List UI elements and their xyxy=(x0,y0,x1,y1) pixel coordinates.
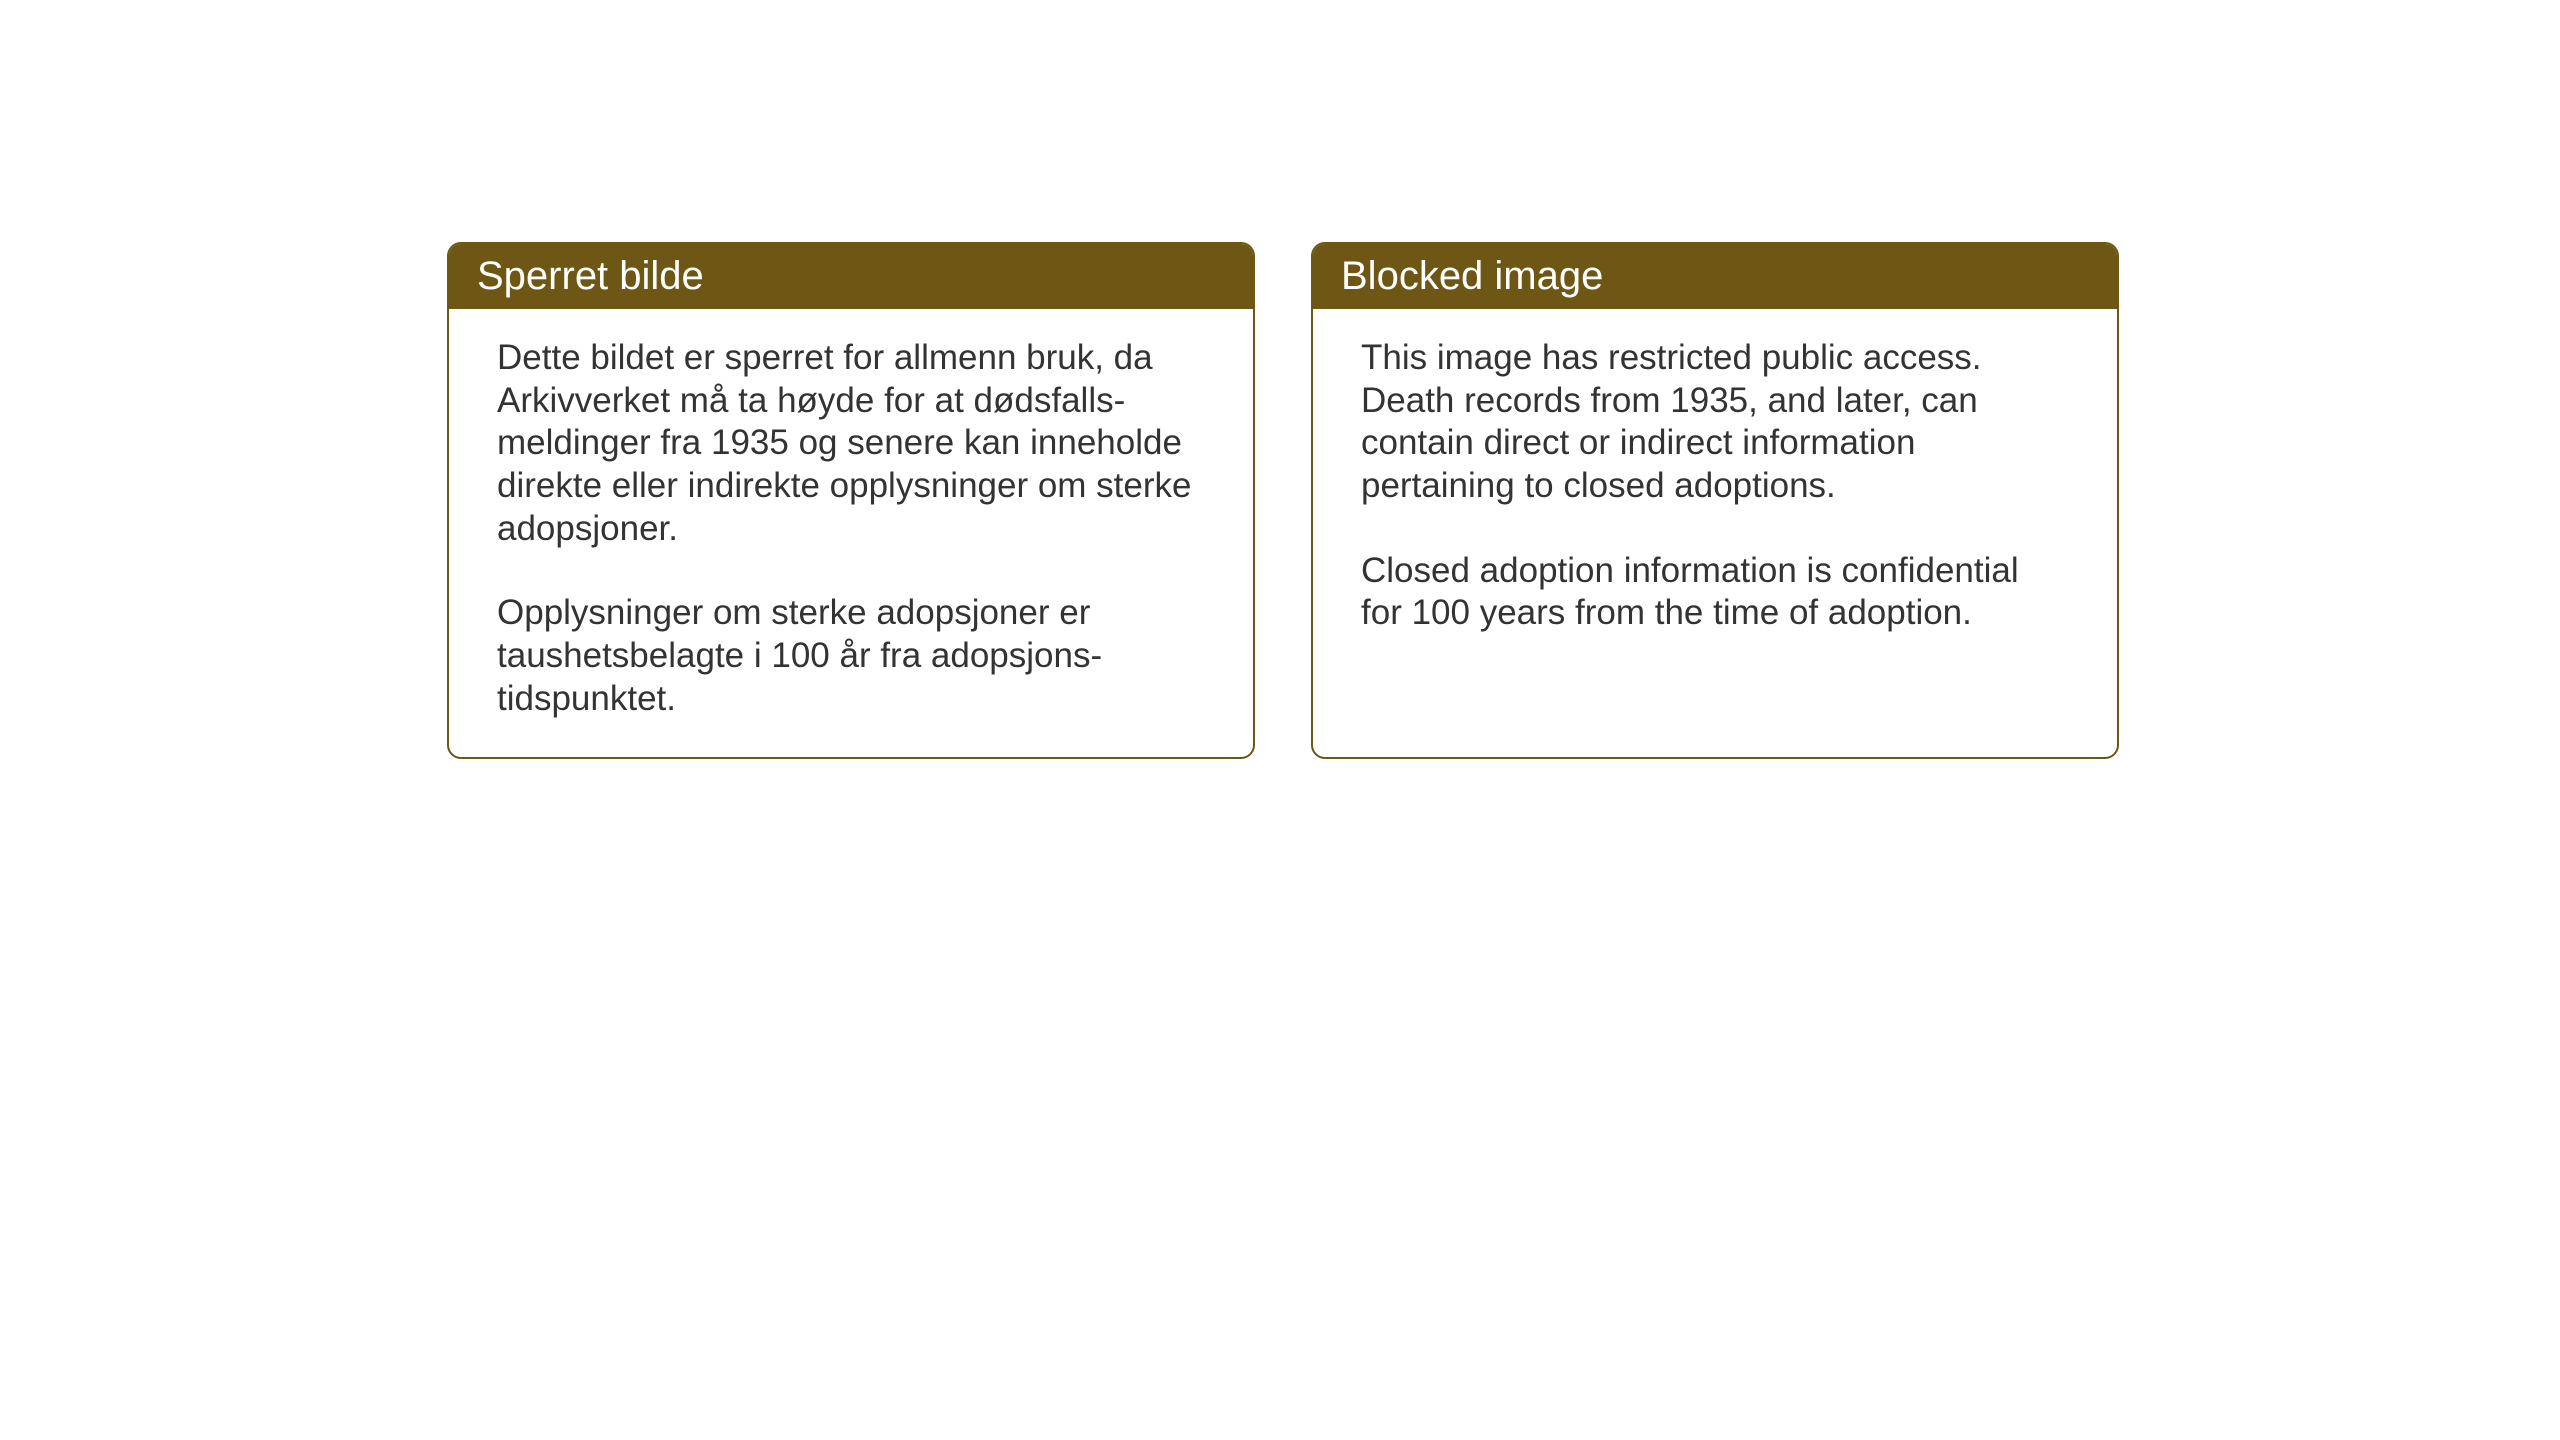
card-body-norwegian: Dette bildet er sperret for allmenn bruk… xyxy=(449,309,1253,757)
card-paragraph2-norwegian: Opplysninger om sterke adopsjoner er tau… xyxy=(497,592,1205,720)
card-title-english: Blocked image xyxy=(1341,254,1603,298)
card-title-norwegian: Sperret bilde xyxy=(477,254,704,298)
card-english: Blocked image This image has restricted … xyxy=(1311,242,2119,759)
card-paragraph2-english: Closed adoption information is confident… xyxy=(1361,550,2069,635)
card-paragraph1-english: This image has restricted public access.… xyxy=(1361,337,2069,508)
card-norwegian: Sperret bilde Dette bildet er sperret fo… xyxy=(447,242,1255,759)
card-paragraph1-norwegian: Dette bildet er sperret for allmenn bruk… xyxy=(497,337,1205,550)
card-body-english: This image has restricted public access.… xyxy=(1313,309,2117,671)
card-header-norwegian: Sperret bilde xyxy=(449,244,1253,309)
cards-container: Sperret bilde Dette bildet er sperret fo… xyxy=(447,242,2119,759)
card-header-english: Blocked image xyxy=(1313,244,2117,309)
